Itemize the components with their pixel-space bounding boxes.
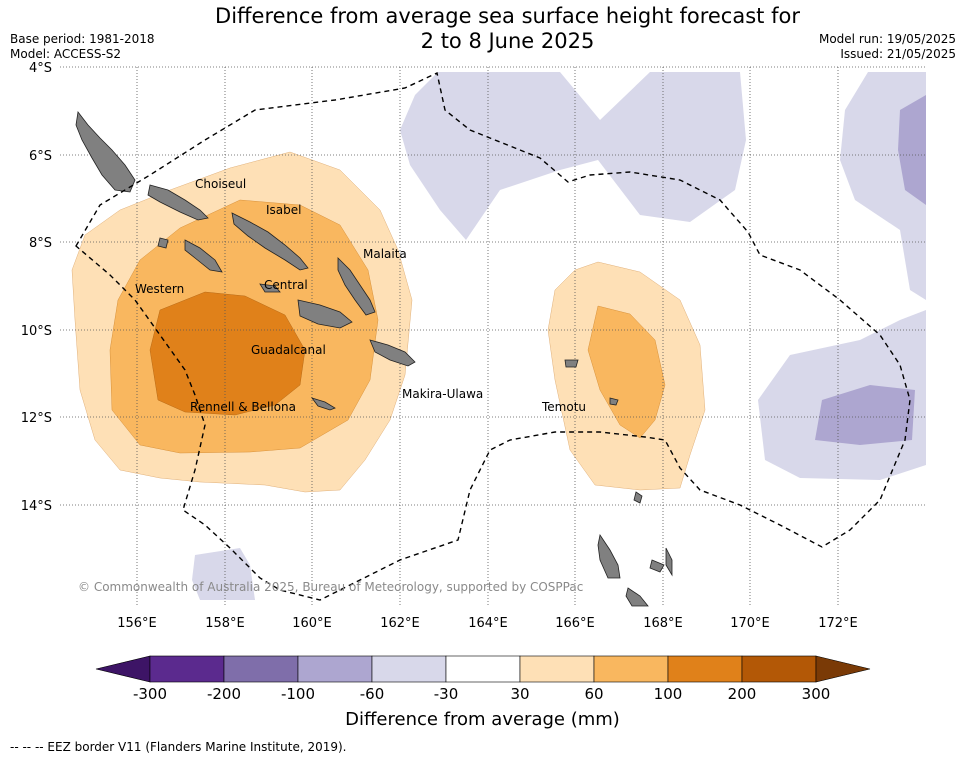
lon-label-158e: 158°E: [205, 616, 245, 631]
lat-label-8s: 8°S: [29, 236, 52, 251]
colorbar-tick-4: -60: [360, 685, 385, 700]
place-isabel: Isabel: [266, 203, 301, 217]
lon-labels: 156°E 158°E 160°E 162°E 164°E 166°E 168°…: [117, 616, 858, 631]
colorbar-segment-8: [667, 655, 743, 683]
small-island-2: [633, 491, 643, 504]
malaita-island: [337, 257, 376, 316]
eez-border-note: -- -- -- EEZ border V11 (Flanders Marine…: [10, 740, 347, 754]
gridlines: [60, 66, 926, 606]
place-western: Western: [135, 282, 184, 296]
place-malaita: Malaita: [363, 247, 407, 261]
florida-islands: [259, 283, 281, 293]
guadalcanal-island: [297, 299, 353, 329]
place-rennell-bellona: Rennell & Bellona: [190, 400, 296, 414]
positive-anomaly-temotu: [547, 261, 706, 491]
rennell-island: [310, 397, 336, 411]
issued-date: Issued: 21/05/2025: [840, 47, 956, 61]
positive-60-100-temotu: [587, 305, 666, 439]
lon-label-160e: 160°E: [292, 616, 332, 631]
positive-100-200-solomon: [149, 291, 306, 416]
place-makira-ulawa: Makira-Ulawa: [402, 387, 483, 401]
colorbar-segment-5: [445, 655, 521, 683]
vanuatu-island-1: [597, 533, 621, 579]
lat-label-12s: 12°S: [21, 411, 52, 426]
lon-label-172e: 172°E: [818, 616, 858, 631]
neg-region-ne-strong: [898, 95, 926, 205]
vanuatu-island-2: [625, 587, 649, 607]
place-temotu: Temotu: [541, 400, 586, 414]
place-guadalcanal: Guadalcanal: [251, 343, 326, 357]
colorbar-tick-2: -200: [207, 685, 241, 700]
colorbar-segment-3: [297, 655, 373, 683]
title-line-1: Difference from average sea surface heig…: [215, 4, 800, 28]
neg-region-north: [400, 72, 746, 240]
copyright-notice: © Commonwealth of Australia 2025, Bureau…: [78, 580, 584, 594]
lon-label-162e: 162°E: [380, 616, 420, 631]
lon-label-164e: 164°E: [468, 616, 508, 631]
negative-anomaly-regions: [192, 72, 926, 600]
temotu-island-1: [564, 359, 579, 368]
lat-label-6s: 6°S: [29, 149, 52, 164]
lat-label-14s: 14°S: [21, 499, 52, 514]
colorbar-segment-1: [149, 655, 225, 683]
colorbar-segment-2: [223, 655, 299, 683]
place-labels: Choiseul Isabel Malaita Western Central …: [135, 177, 586, 414]
place-central: Central: [264, 278, 308, 292]
colorbar-ticks: -300 -200 -100 -60 -30 30 60 100 200 300: [133, 685, 830, 700]
vanuatu-island-3: [649, 559, 665, 573]
colorbar: [95, 655, 871, 683]
lon-label-166e: 166°E: [555, 616, 595, 631]
colorbar-tick-8: 100: [654, 685, 683, 700]
choiseul-island: [147, 184, 209, 221]
title-line-2: 2 to 8 June 2025: [420, 29, 595, 53]
lon-label-168e: 168°E: [643, 616, 683, 631]
isabel-island: [231, 212, 309, 271]
vanuatu-island-4: [665, 547, 673, 577]
colorbar-tick-3: -100: [281, 685, 315, 700]
colorbar-title: Difference from average (mm): [345, 709, 620, 730]
colorbar-tick-1: -300: [133, 685, 167, 700]
new-georgia-island: [184, 239, 223, 273]
colorbar-arrow-left: [95, 655, 151, 683]
lat-labels: 4°S 6°S 8°S 10°S 12°S 14°S: [21, 61, 52, 514]
colorbar-tick-9: 200: [728, 685, 757, 700]
map-title: Difference from average sea surface heig…: [0, 4, 965, 54]
colorbar-segment-7: [593, 655, 669, 683]
makira-island: [369, 339, 416, 367]
neg-region-east-strong: [815, 385, 915, 445]
base-period: Base period: 1981-2018: [10, 32, 155, 46]
lon-label-170e: 170°E: [730, 616, 770, 631]
colorbar-segment-9: [741, 655, 817, 683]
land-masses: [75, 111, 673, 607]
map-svg: 4°S 6°S 8°S 10°S 12°S 14°S 156°E 158°E 1…: [21, 61, 926, 700]
eez-border: [75, 71, 911, 601]
model-run: Model run: 19/05/2025: [818, 32, 956, 46]
place-choiseul: Choiseul: [195, 177, 246, 191]
lon-label-156e: 156°E: [117, 616, 157, 631]
lat-label-10s: 10°S: [21, 324, 52, 339]
temotu-island-2: [609, 397, 619, 406]
small-island-1: [157, 237, 169, 249]
lat-label-4s: 4°S: [29, 61, 52, 76]
meta-left: Base period: 1981-2018 Model: ACCESS-S2: [10, 32, 155, 62]
colorbar-segment-4: [371, 655, 447, 683]
meta-right: Model run: 19/05/2025 Issued: 21/05/2025: [819, 32, 956, 62]
colorbar-arrow-right: [815, 655, 871, 683]
bougainville-island: [75, 111, 136, 193]
colorbar-tick-7: 60: [584, 685, 603, 700]
colorbar-tick-6: 30: [510, 685, 529, 700]
neg-region-south: [192, 548, 255, 600]
model-name: Model: ACCESS-S2: [10, 47, 122, 61]
colorbar-tick-10: 300: [802, 685, 831, 700]
colorbar-tick-5: -30: [434, 685, 459, 700]
colorbar-segment-6: [519, 655, 595, 683]
